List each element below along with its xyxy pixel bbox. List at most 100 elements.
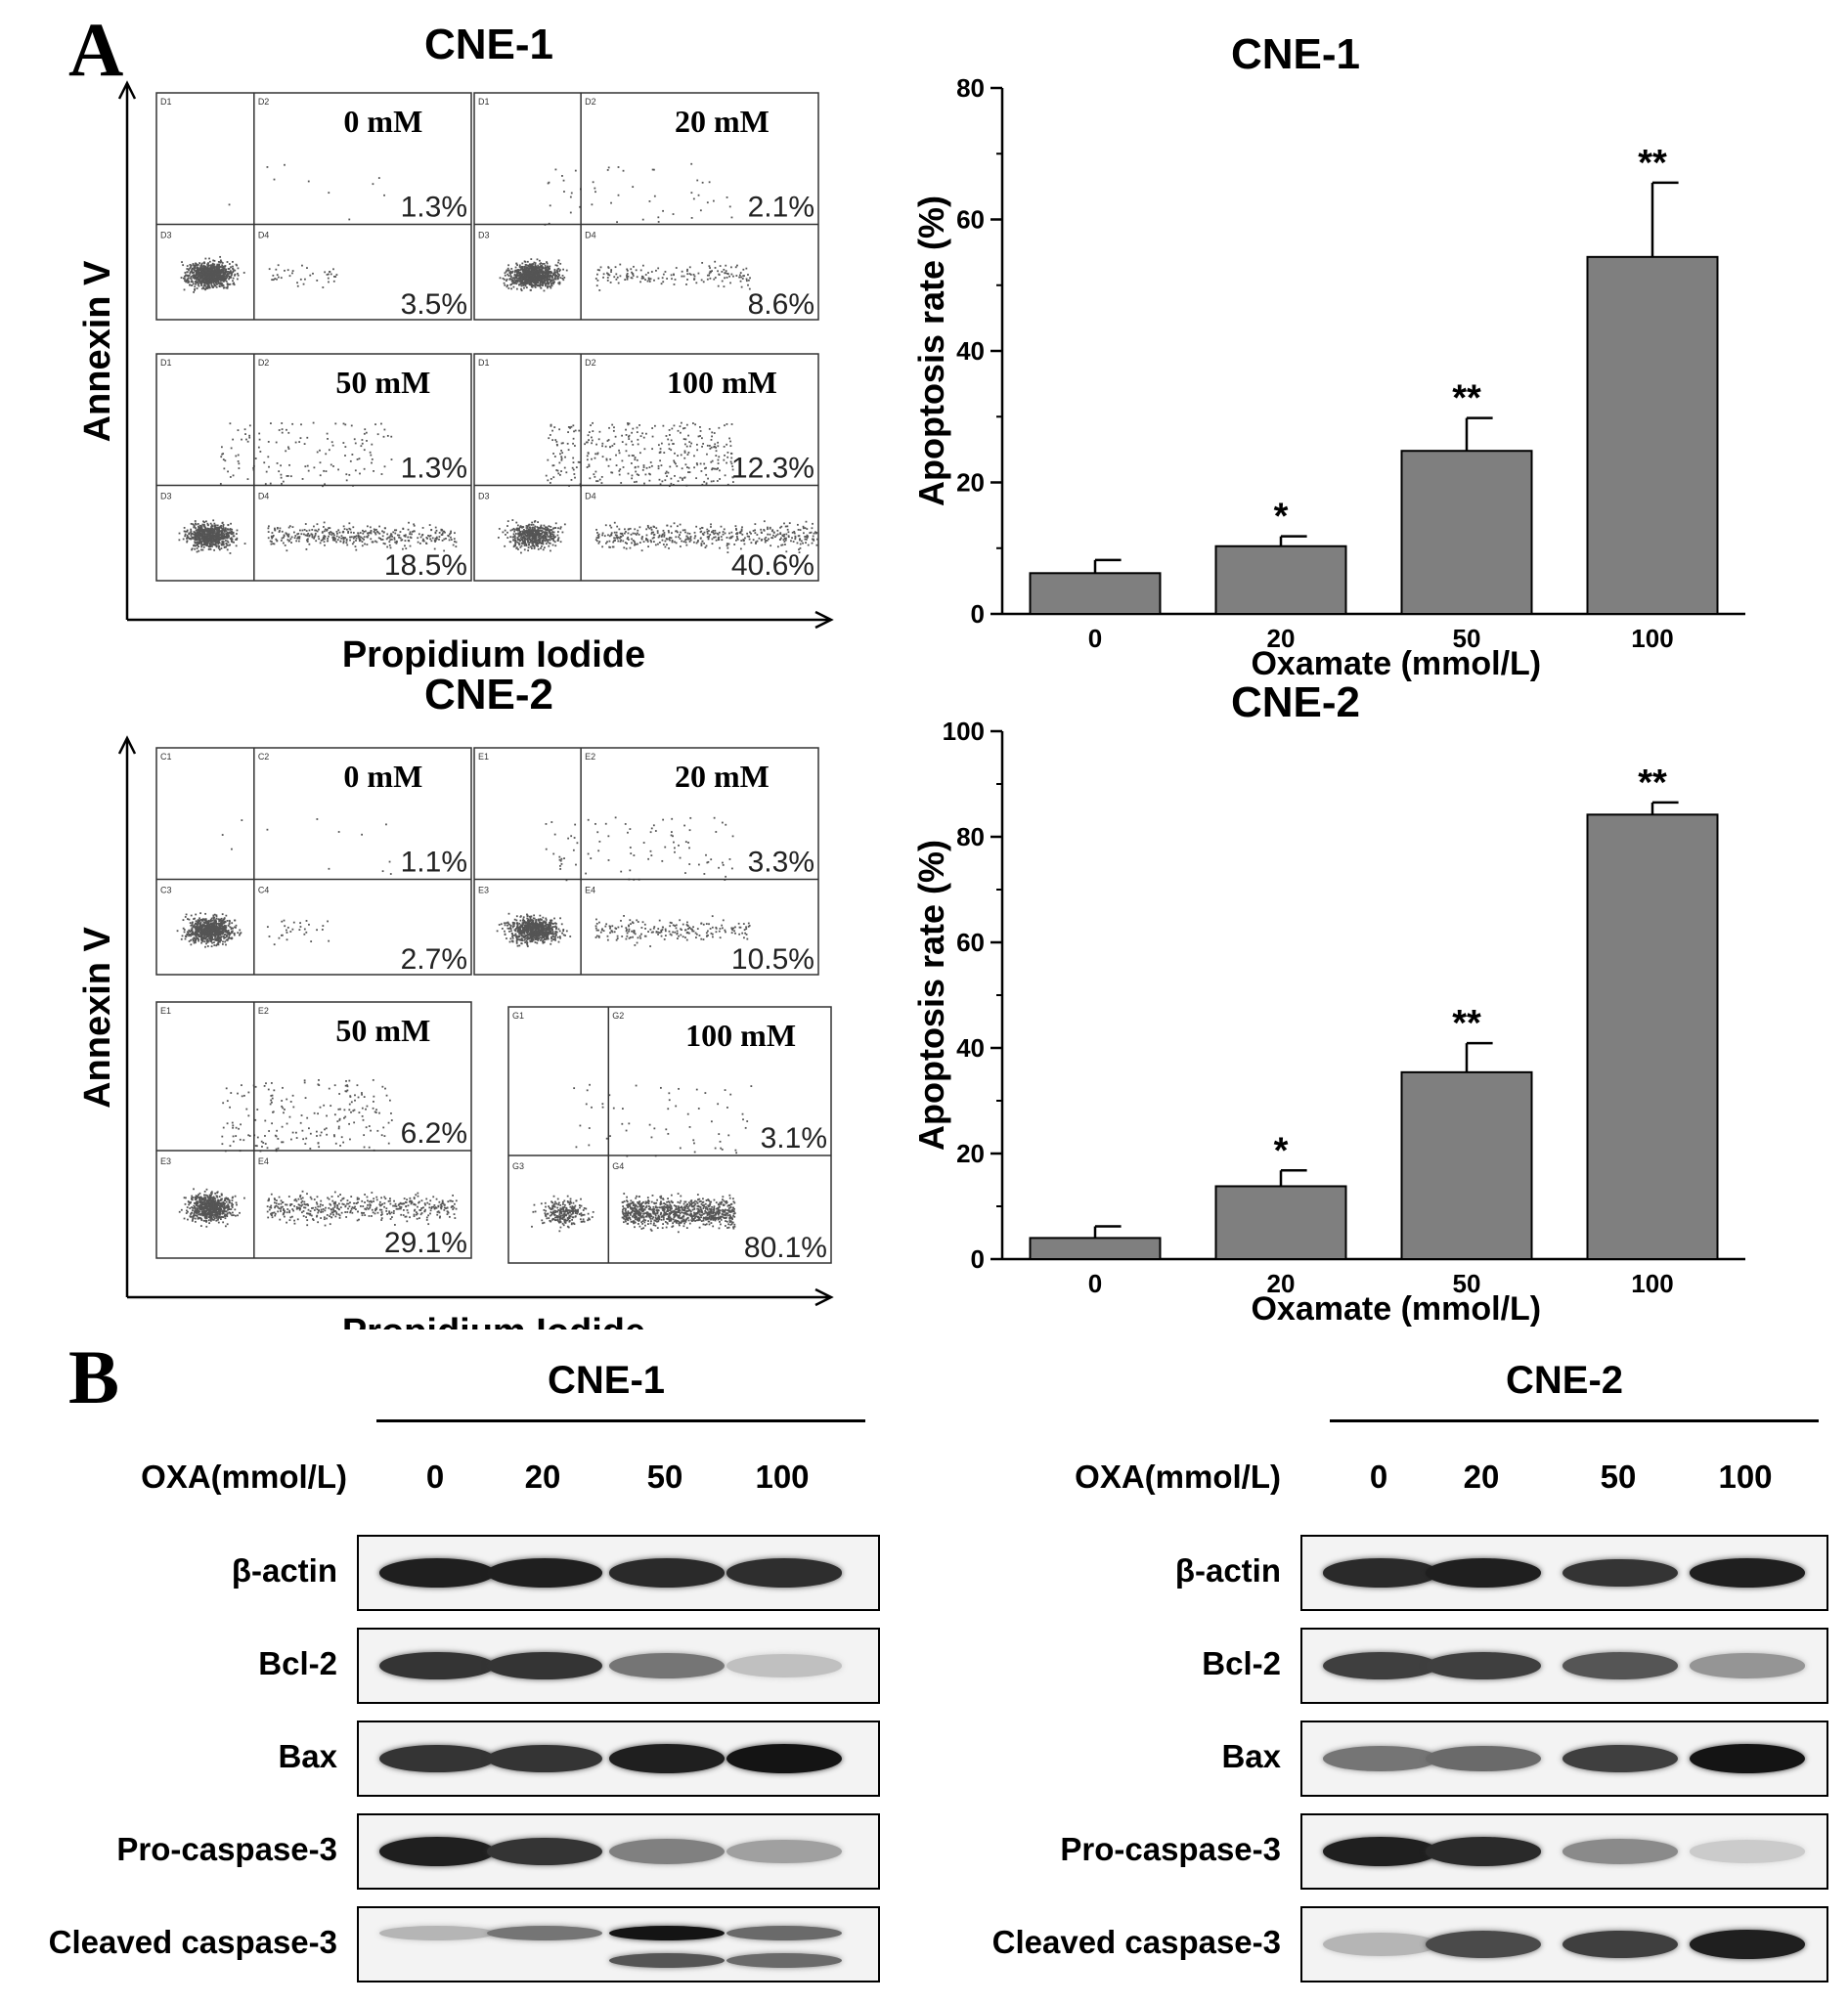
event-dot <box>330 273 332 276</box>
event-dot <box>529 538 532 541</box>
event-dot <box>740 276 742 279</box>
event-dot <box>625 547 628 550</box>
event-dot <box>192 281 194 283</box>
event-dot <box>207 535 210 537</box>
event-dot <box>454 532 456 535</box>
event-dot <box>741 533 744 536</box>
event-dot <box>329 533 331 536</box>
event-dot <box>535 276 538 278</box>
event-dot <box>359 538 361 541</box>
event-dot <box>205 540 208 543</box>
event-dot <box>674 541 676 544</box>
event-dot <box>612 429 615 432</box>
event-dot <box>330 531 332 533</box>
event-dot <box>222 936 225 938</box>
event-dot <box>532 278 534 281</box>
event-dot <box>510 278 512 281</box>
event-dot <box>713 467 716 470</box>
event-dot <box>657 216 660 219</box>
event-dot <box>647 278 650 281</box>
event-dot <box>592 421 594 424</box>
event-dot <box>538 538 541 541</box>
event-dot <box>528 264 530 267</box>
event-dot <box>567 449 570 452</box>
event-dot <box>682 529 684 532</box>
event-dot <box>546 261 548 264</box>
event-dot <box>548 437 550 440</box>
event-dot <box>284 269 286 272</box>
event-dot <box>381 535 384 538</box>
event-dot <box>686 273 689 276</box>
event-dot <box>187 282 190 284</box>
event-dot <box>188 281 191 283</box>
event-dot <box>676 525 679 528</box>
event-dot <box>204 257 207 260</box>
event-dot <box>502 531 505 534</box>
event-dot <box>525 530 527 532</box>
event-dot <box>220 272 222 275</box>
event-dot <box>304 523 307 525</box>
event-dot <box>621 441 624 443</box>
event-dot <box>579 460 581 463</box>
event-dot <box>361 439 364 441</box>
event-dot <box>593 473 595 476</box>
event-dot <box>601 532 604 535</box>
event-dot <box>528 278 531 281</box>
event-dot <box>210 527 213 530</box>
event-dot <box>192 277 195 279</box>
event-dot <box>291 272 293 275</box>
event-dot <box>525 282 528 283</box>
event-dot <box>271 279 274 282</box>
event-dot <box>649 461 652 463</box>
event-dot <box>222 541 225 544</box>
event-dot <box>612 541 615 544</box>
event-dot <box>634 528 637 531</box>
event-dot <box>441 532 444 535</box>
event-dot <box>208 545 210 548</box>
event-dot <box>695 525 698 528</box>
event-dot <box>530 277 532 279</box>
event-dot <box>380 539 382 541</box>
event-dot <box>659 448 662 450</box>
event-dot <box>786 528 789 531</box>
event-dot <box>530 529 533 532</box>
event-dot <box>353 536 356 539</box>
event-dot <box>231 541 233 543</box>
event-dot <box>200 537 203 540</box>
event-dot <box>799 539 801 542</box>
event-dot <box>514 269 516 272</box>
event-dot <box>385 538 388 541</box>
event-dot <box>208 534 210 537</box>
event-dot <box>366 532 369 535</box>
event-dot <box>524 263 527 266</box>
event-dot <box>450 539 453 541</box>
event-dot <box>513 282 516 284</box>
event-dot <box>528 537 530 539</box>
event-dot <box>210 282 213 284</box>
event-dot <box>540 266 543 268</box>
event-dot <box>527 267 530 269</box>
event-dot <box>684 531 686 534</box>
event-dot <box>623 546 626 549</box>
event-dot <box>345 538 348 541</box>
event-dot <box>327 437 329 440</box>
event-dot <box>271 532 274 534</box>
event-dot <box>269 540 272 543</box>
event-dot <box>224 265 226 268</box>
event-dot <box>723 458 726 461</box>
event-dot <box>225 530 228 532</box>
event-dot <box>504 545 506 547</box>
event-dot <box>814 531 816 534</box>
event-dot <box>617 536 620 539</box>
event-dot <box>684 463 687 466</box>
event-dot <box>530 523 533 526</box>
event-dot <box>549 533 551 536</box>
event-dot <box>668 434 671 436</box>
event-dot <box>227 541 230 544</box>
flow-x-arrow <box>814 610 834 630</box>
event-dot <box>689 445 691 448</box>
event-dot <box>386 533 389 536</box>
event-dot <box>607 534 609 537</box>
event-dot <box>533 529 535 531</box>
event-dot <box>425 537 428 539</box>
